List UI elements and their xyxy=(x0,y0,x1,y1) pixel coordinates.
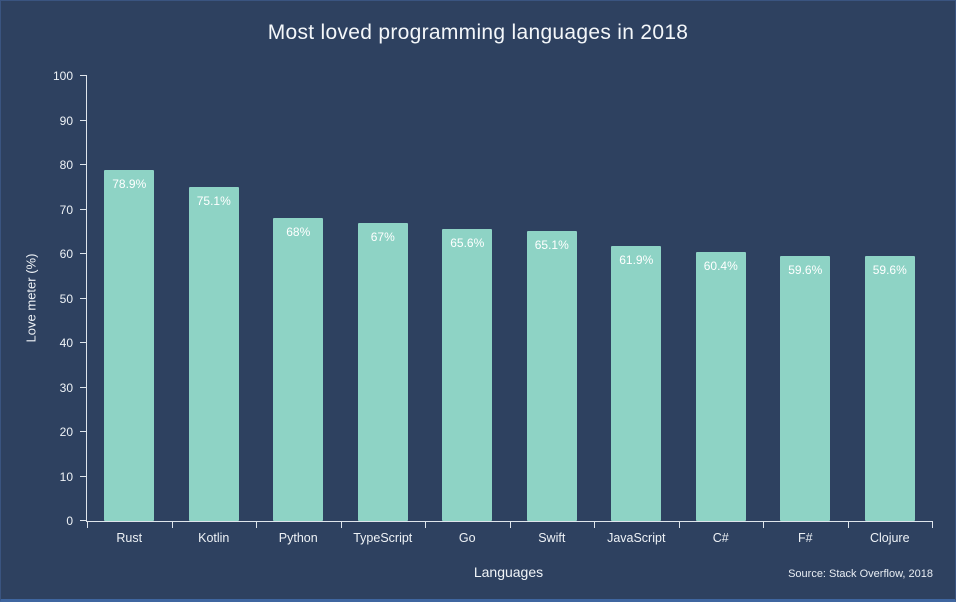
bar-python: 68% xyxy=(273,218,324,521)
y-tick-label: 50 xyxy=(59,291,73,306)
y-tick-label: 60 xyxy=(59,247,73,261)
x-axis-title: Languages xyxy=(473,564,544,580)
x-tick-mark xyxy=(425,521,426,528)
y-tick-mark xyxy=(80,297,87,299)
y-tick-mark xyxy=(80,119,87,121)
x-tick-label-rust: Rust xyxy=(116,531,143,545)
bar-rust: 78.9% xyxy=(104,169,155,521)
y-tick-mark xyxy=(80,386,87,388)
bar-value-label: 60.4% xyxy=(703,259,738,274)
x-tick-label-kotlin: Kotlin xyxy=(198,531,230,545)
y-tick-label: 30 xyxy=(59,380,73,395)
y-tick-label: 0 xyxy=(66,514,73,528)
x-tick-label-swift: Swift xyxy=(538,531,566,545)
bar-typescript: 67% xyxy=(357,222,408,521)
y-tick-label: 100 xyxy=(52,69,73,83)
x-tick-label-typescript: TypeScript xyxy=(353,531,413,545)
x-tick-mark xyxy=(932,521,933,528)
x-tick-mark xyxy=(763,521,764,528)
bar-go: 65.6% xyxy=(442,229,493,521)
y-tick-label: 10 xyxy=(59,469,73,484)
bar-value-label: 68% xyxy=(286,225,311,240)
x-tick-label-c-: C# xyxy=(712,531,729,545)
y-tick-mark xyxy=(80,342,87,343)
y-tick-mark xyxy=(80,520,87,521)
x-tick-mark xyxy=(509,521,511,528)
x-tick-mark xyxy=(171,521,173,528)
bar-value-label: 61.9% xyxy=(619,252,654,267)
bar-value-label: 75.1% xyxy=(196,193,231,208)
x-tick-mark xyxy=(847,521,849,528)
x-tick-mark xyxy=(87,521,88,528)
y-tick-mark xyxy=(80,253,87,254)
y-tick-mark xyxy=(80,75,87,76)
bar-f-: 59.6% xyxy=(780,255,831,521)
y-tick-label: 90 xyxy=(59,113,73,128)
x-tick-mark xyxy=(594,521,595,528)
bar-value-label: 59.6% xyxy=(788,262,823,277)
bar-clojure: 59.6% xyxy=(864,255,915,521)
source-note: Source: Stack Overflow, 2018 xyxy=(788,568,933,580)
x-tick-label-python: Python xyxy=(278,531,318,545)
x-tick-mark xyxy=(678,521,680,528)
chart-title: Most loved programming languages in 2018 xyxy=(267,21,689,44)
bar-value-label: 67% xyxy=(370,229,395,244)
y-tick-label: 40 xyxy=(59,336,73,350)
x-tick-label-clojure: Clojure xyxy=(869,531,910,545)
x-tick-label-go: Go xyxy=(458,531,476,545)
y-tick-mark xyxy=(80,164,87,165)
bar-value-label: 65.1% xyxy=(534,238,569,253)
y-axis-title: Love meter (%) xyxy=(23,253,39,343)
bar-swift: 65.1% xyxy=(526,231,577,521)
bar-value-label: 65.6% xyxy=(450,236,485,251)
x-tick-label-javascript: JavaScript xyxy=(607,531,666,545)
y-tick-mark xyxy=(80,208,87,210)
bar-c-: 60.4% xyxy=(695,252,746,521)
y-tick-label: 20 xyxy=(59,425,73,439)
plot-area: 0 10 20 30 40 50 60 70 80 90 100 78.9% Rust 75.1% Kotl… xyxy=(53,69,933,545)
x-tick-mark xyxy=(256,521,257,528)
bar-value-label: 78.9% xyxy=(112,176,147,191)
bar-value-label: 59.6% xyxy=(872,262,907,277)
bar-kotlin: 75.1% xyxy=(188,186,239,521)
bar-javascript: 61.9% xyxy=(611,245,662,521)
y-tick-mark xyxy=(80,475,87,477)
y-tick-label: 70 xyxy=(59,202,73,217)
x-tick-label-f-: F# xyxy=(797,531,813,545)
y-tick-label: 80 xyxy=(59,158,73,172)
x-tick-mark xyxy=(340,521,342,528)
y-tick-mark xyxy=(80,431,87,432)
